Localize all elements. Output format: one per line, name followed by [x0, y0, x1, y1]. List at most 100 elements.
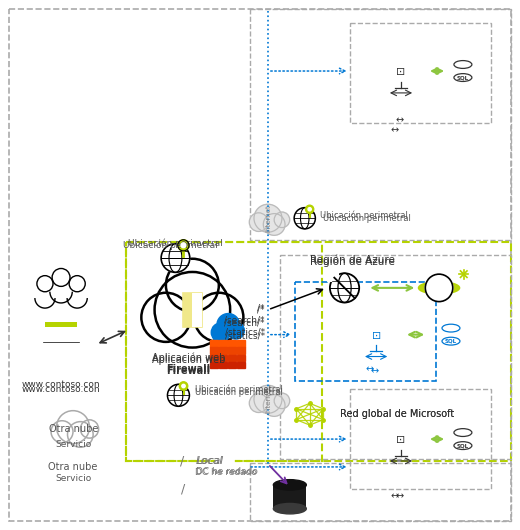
Ellipse shape	[454, 429, 472, 437]
Bar	[349, 390, 491, 489]
Bar	[210, 361, 218, 368]
Text: Ubicación perimetral: Ubicación perimetral	[196, 387, 283, 397]
Bar	[392, 424, 420, 444]
Circle shape	[154, 272, 230, 348]
Text: /statics/*: /statics/*	[225, 327, 265, 336]
Bar	[360, 325, 388, 344]
Circle shape	[306, 205, 314, 214]
Circle shape	[68, 422, 93, 447]
Text: Red global de Microsoft: Red global de Microsoft	[340, 409, 454, 419]
Text: Servicio: Servicio	[56, 439, 92, 448]
Text: SQL: SQL	[457, 75, 469, 80]
Bar	[385, 61, 413, 81]
Bar	[219, 361, 227, 368]
Bar	[237, 355, 245, 361]
Text: Región de Azure: Región de Azure	[310, 257, 395, 267]
Ellipse shape	[419, 282, 460, 294]
Bar	[383, 60, 415, 82]
Bar	[391, 55, 422, 77]
Text: ⊡: ⊡	[396, 67, 406, 77]
Circle shape	[330, 273, 359, 303]
Bar	[368, 320, 395, 339]
Text: ↔: ↔	[395, 492, 404, 502]
Text: Región de Azure: Región de Azure	[310, 255, 395, 266]
Bar	[228, 347, 236, 354]
Bar	[327, 270, 337, 281]
Bar	[383, 428, 415, 450]
Bar	[391, 422, 422, 445]
Bar	[192, 293, 202, 327]
Text: Otra nube: Otra nube	[48, 462, 98, 472]
Bar	[43, 320, 79, 342]
Bar	[218, 473, 224, 478]
Bar	[364, 322, 392, 342]
Bar	[45, 322, 77, 327]
Text: Firewall: Firewall	[166, 366, 211, 376]
Text: Otra nube: Otra nube	[49, 424, 99, 434]
Text: Ubicación perimetral: Ubicación perimetral	[196, 385, 283, 394]
Bar	[442, 328, 460, 341]
Circle shape	[308, 208, 311, 211]
Text: DC he redado: DC he redado	[197, 467, 258, 476]
Circle shape	[51, 421, 73, 443]
Circle shape	[69, 276, 85, 292]
Text: Internet: Internet	[265, 385, 271, 413]
Bar	[228, 340, 236, 347]
Text: /: /	[181, 482, 186, 496]
Text: /*: /*	[257, 305, 265, 314]
Bar	[228, 355, 236, 361]
Bar	[126, 242, 322, 461]
Text: Aplicación web: Aplicación web	[152, 354, 225, 365]
Text: Local: Local	[197, 456, 224, 466]
Bar	[237, 340, 245, 347]
Circle shape	[167, 384, 189, 407]
Circle shape	[249, 213, 268, 232]
Bar	[295, 282, 436, 382]
Bar	[210, 355, 218, 361]
Text: Servicio: Servicio	[55, 474, 91, 483]
Circle shape	[263, 395, 285, 417]
Bar	[359, 323, 390, 346]
Text: /*: /*	[257, 303, 265, 312]
Circle shape	[182, 384, 185, 388]
Bar	[349, 23, 491, 123]
Text: DC he redado: DC he redado	[196, 469, 257, 478]
Circle shape	[274, 393, 290, 409]
Circle shape	[294, 208, 315, 229]
Text: Local: Local	[196, 456, 223, 466]
Bar	[274, 485, 306, 509]
Circle shape	[263, 214, 285, 235]
Text: ⊡: ⊡	[371, 331, 381, 340]
Circle shape	[161, 244, 190, 272]
Bar	[362, 321, 394, 343]
Text: Ubicación perimetral: Ubicación perimetral	[323, 214, 410, 223]
Bar	[226, 464, 231, 470]
Ellipse shape	[442, 337, 460, 345]
Bar	[454, 65, 472, 77]
Bar	[219, 347, 227, 354]
Circle shape	[254, 385, 282, 413]
Bar	[389, 59, 417, 78]
Text: /statics/*: /statics/*	[225, 331, 265, 340]
Text: SQL: SQL	[457, 443, 469, 448]
Circle shape	[227, 322, 244, 339]
Circle shape	[80, 420, 99, 438]
Bar	[454, 432, 472, 446]
Bar	[218, 456, 224, 461]
Circle shape	[178, 240, 189, 251]
Circle shape	[37, 276, 53, 292]
Circle shape	[166, 259, 219, 312]
Text: ↔: ↔	[395, 116, 404, 126]
Bar	[237, 361, 245, 368]
Bar	[280, 255, 511, 459]
Bar	[387, 57, 419, 80]
Bar	[322, 266, 331, 275]
Ellipse shape	[274, 480, 306, 490]
Bar	[218, 464, 224, 470]
Bar	[41, 342, 82, 346]
Text: SQL: SQL	[445, 339, 457, 343]
Bar	[126, 242, 511, 461]
Ellipse shape	[454, 441, 472, 449]
Text: ↔: ↔	[370, 366, 379, 376]
Text: ⊡: ⊡	[396, 435, 406, 445]
